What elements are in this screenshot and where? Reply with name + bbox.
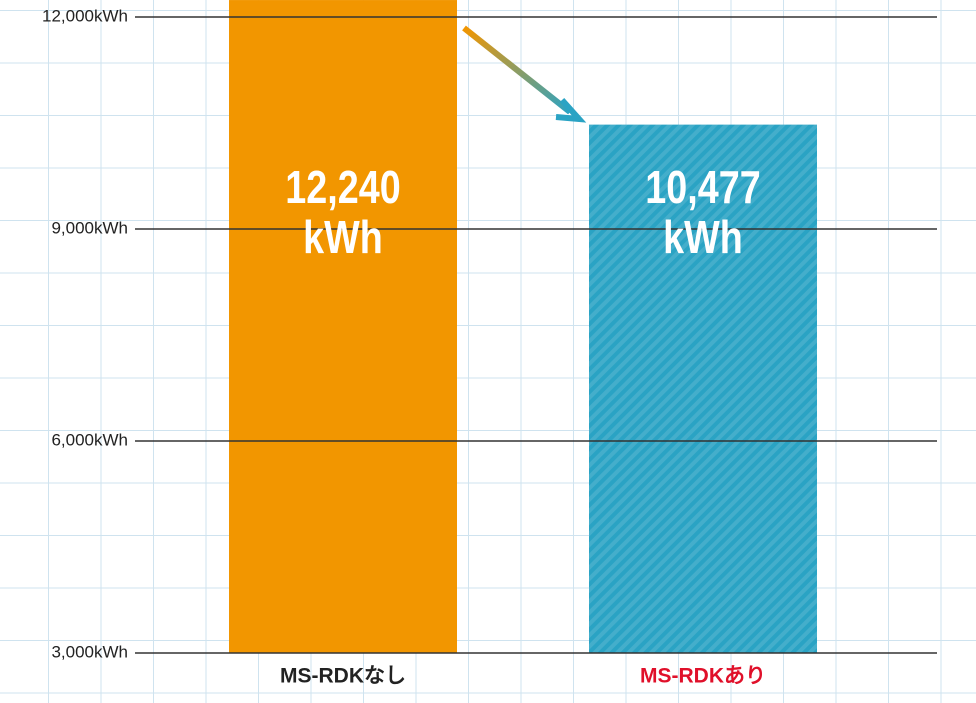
bar-texture <box>589 124 817 653</box>
y-tick-label: 12,000kWh <box>42 6 128 25</box>
y-tick-label: 9,000kWh <box>51 218 128 237</box>
y-tick-label: 3,000kWh <box>51 642 128 661</box>
arrow-head <box>555 97 587 123</box>
bar <box>229 0 457 654</box>
value-label: 12,240 kWh <box>285 161 401 263</box>
value-label: 10,477 kWh <box>645 161 761 263</box>
arrow <box>462 25 572 115</box>
y-tick-label: 6,000kWh <box>51 430 128 449</box>
x-tick-label: MS-RDKあり <box>640 665 766 688</box>
x-tick-label: MS-RDKなし <box>280 665 406 688</box>
